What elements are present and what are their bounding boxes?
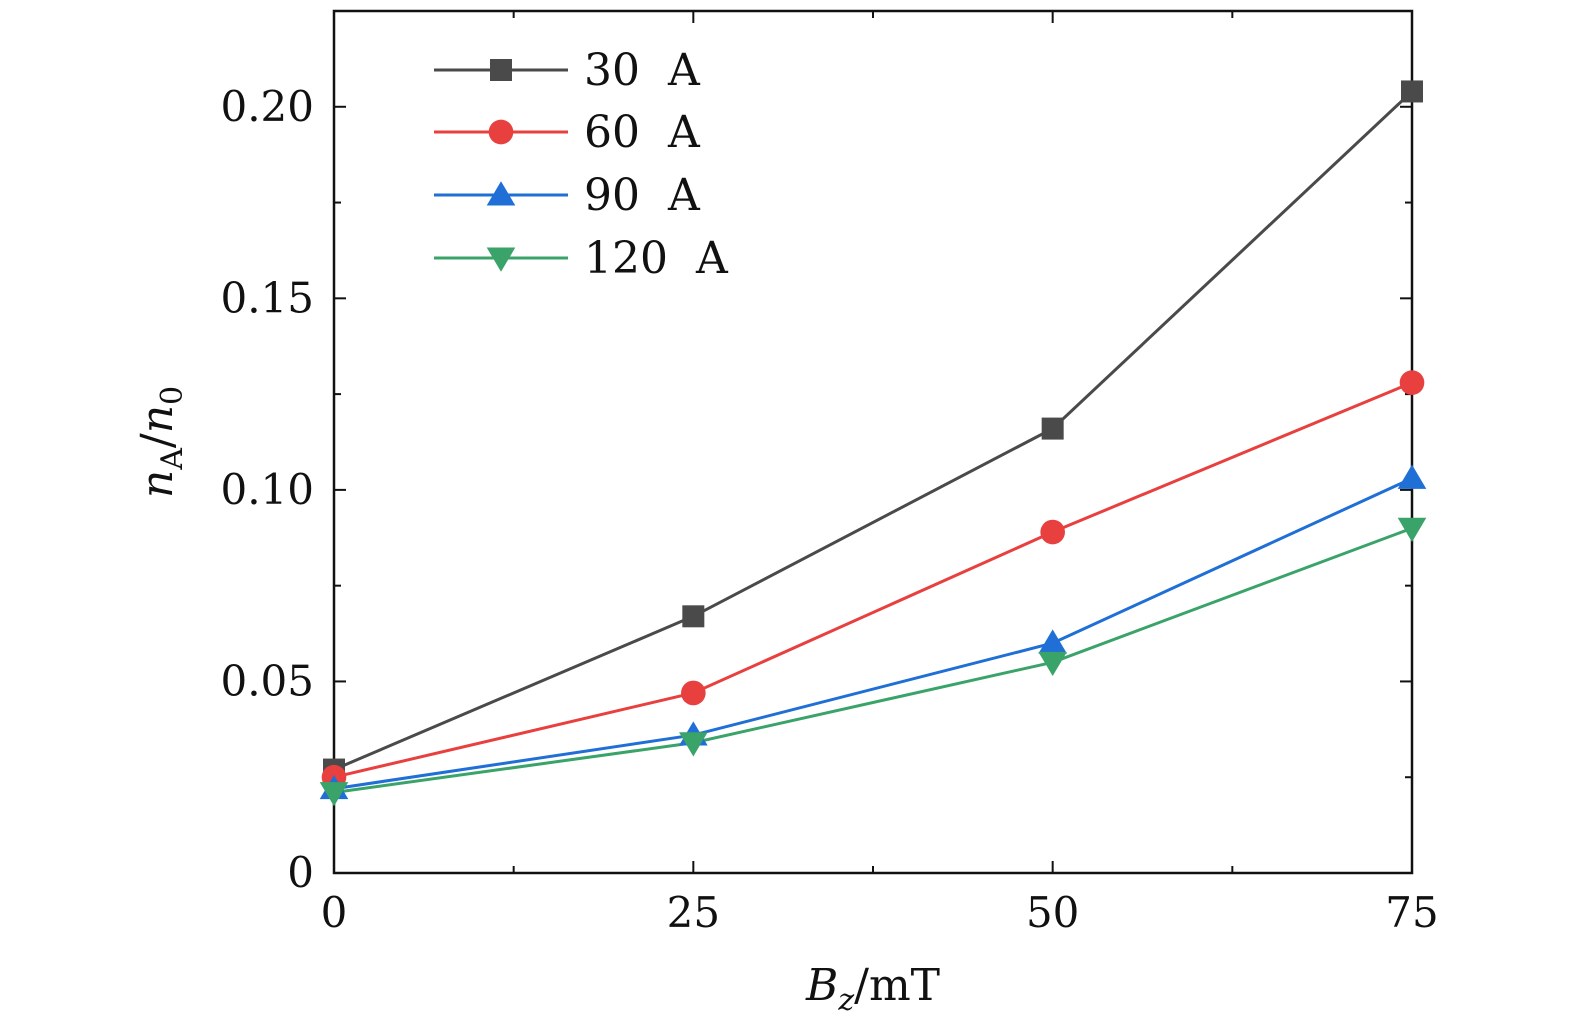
x-tick-label: 0 xyxy=(321,888,348,937)
series-line-1 xyxy=(333,381,1413,779)
series-line-3 xyxy=(333,526,1413,795)
axis-ticks xyxy=(333,11,1413,874)
data-point-series-0 xyxy=(682,605,705,628)
y-tick-label: 0.20 xyxy=(220,82,314,131)
series-line-2 xyxy=(333,477,1413,791)
y-axis-label-base2: n xyxy=(132,405,183,433)
data-point-series-1 xyxy=(1399,370,1425,395)
x-tick-label: 25 xyxy=(667,888,720,937)
data-point-series-2 xyxy=(1397,464,1427,489)
legend-marker-2 xyxy=(486,181,516,206)
y-axis-label-sep: / xyxy=(132,433,183,448)
x-tick-label: 75 xyxy=(1385,888,1438,937)
y-tick-label: 0.15 xyxy=(220,273,314,322)
y-tick-label: 0.10 xyxy=(220,465,314,514)
y-axis-label-sub: A xyxy=(155,448,190,471)
legend-marker-1 xyxy=(488,119,514,145)
legend-marker-0 xyxy=(490,59,512,81)
x-axis-label-base: B xyxy=(805,960,838,1011)
x-tick-labels: 0 25 50 75 xyxy=(321,888,1439,937)
data-point-series-1 xyxy=(681,680,706,706)
data-point-series-1 xyxy=(1040,519,1065,545)
x-axis-label-sub: z xyxy=(837,983,854,1018)
data-point-series-3 xyxy=(1038,651,1067,677)
data-point-series-3 xyxy=(679,732,708,757)
y-tick-label: 0.05 xyxy=(220,656,314,705)
x-axis-label: Bz/mT xyxy=(805,960,940,1018)
x-axis-label-rest: /mT xyxy=(854,960,940,1011)
legend-label-1: 60 A xyxy=(584,107,701,158)
legend-marker-3 xyxy=(486,247,516,272)
legend-label-3: 120 A xyxy=(584,233,729,284)
data-point-series-2 xyxy=(1038,629,1067,654)
series-lines xyxy=(333,90,1414,795)
legend-label-0: 30 A xyxy=(584,45,701,96)
y-axis-label-base: n xyxy=(132,470,183,498)
y-axis-label: nA/n0 xyxy=(132,386,190,498)
y-tick-labels: 0 0.05 0.10 0.15 0.20 xyxy=(220,82,314,897)
data-point-series-3 xyxy=(1397,517,1427,542)
series-markers xyxy=(319,80,1427,807)
data-point-series-0 xyxy=(1401,80,1423,103)
legend: 30 A 60 A 90 A 120 A xyxy=(434,45,729,284)
data-point-series-3 xyxy=(319,782,349,807)
data-point-series-0 xyxy=(1041,417,1064,440)
y-axis-label-sub2: 0 xyxy=(155,386,190,405)
x-tick-label: 50 xyxy=(1026,888,1079,937)
y-tick-label: 0 xyxy=(287,848,314,897)
series-line-0 xyxy=(333,90,1414,771)
legend-label-2: 90 A xyxy=(584,170,701,221)
